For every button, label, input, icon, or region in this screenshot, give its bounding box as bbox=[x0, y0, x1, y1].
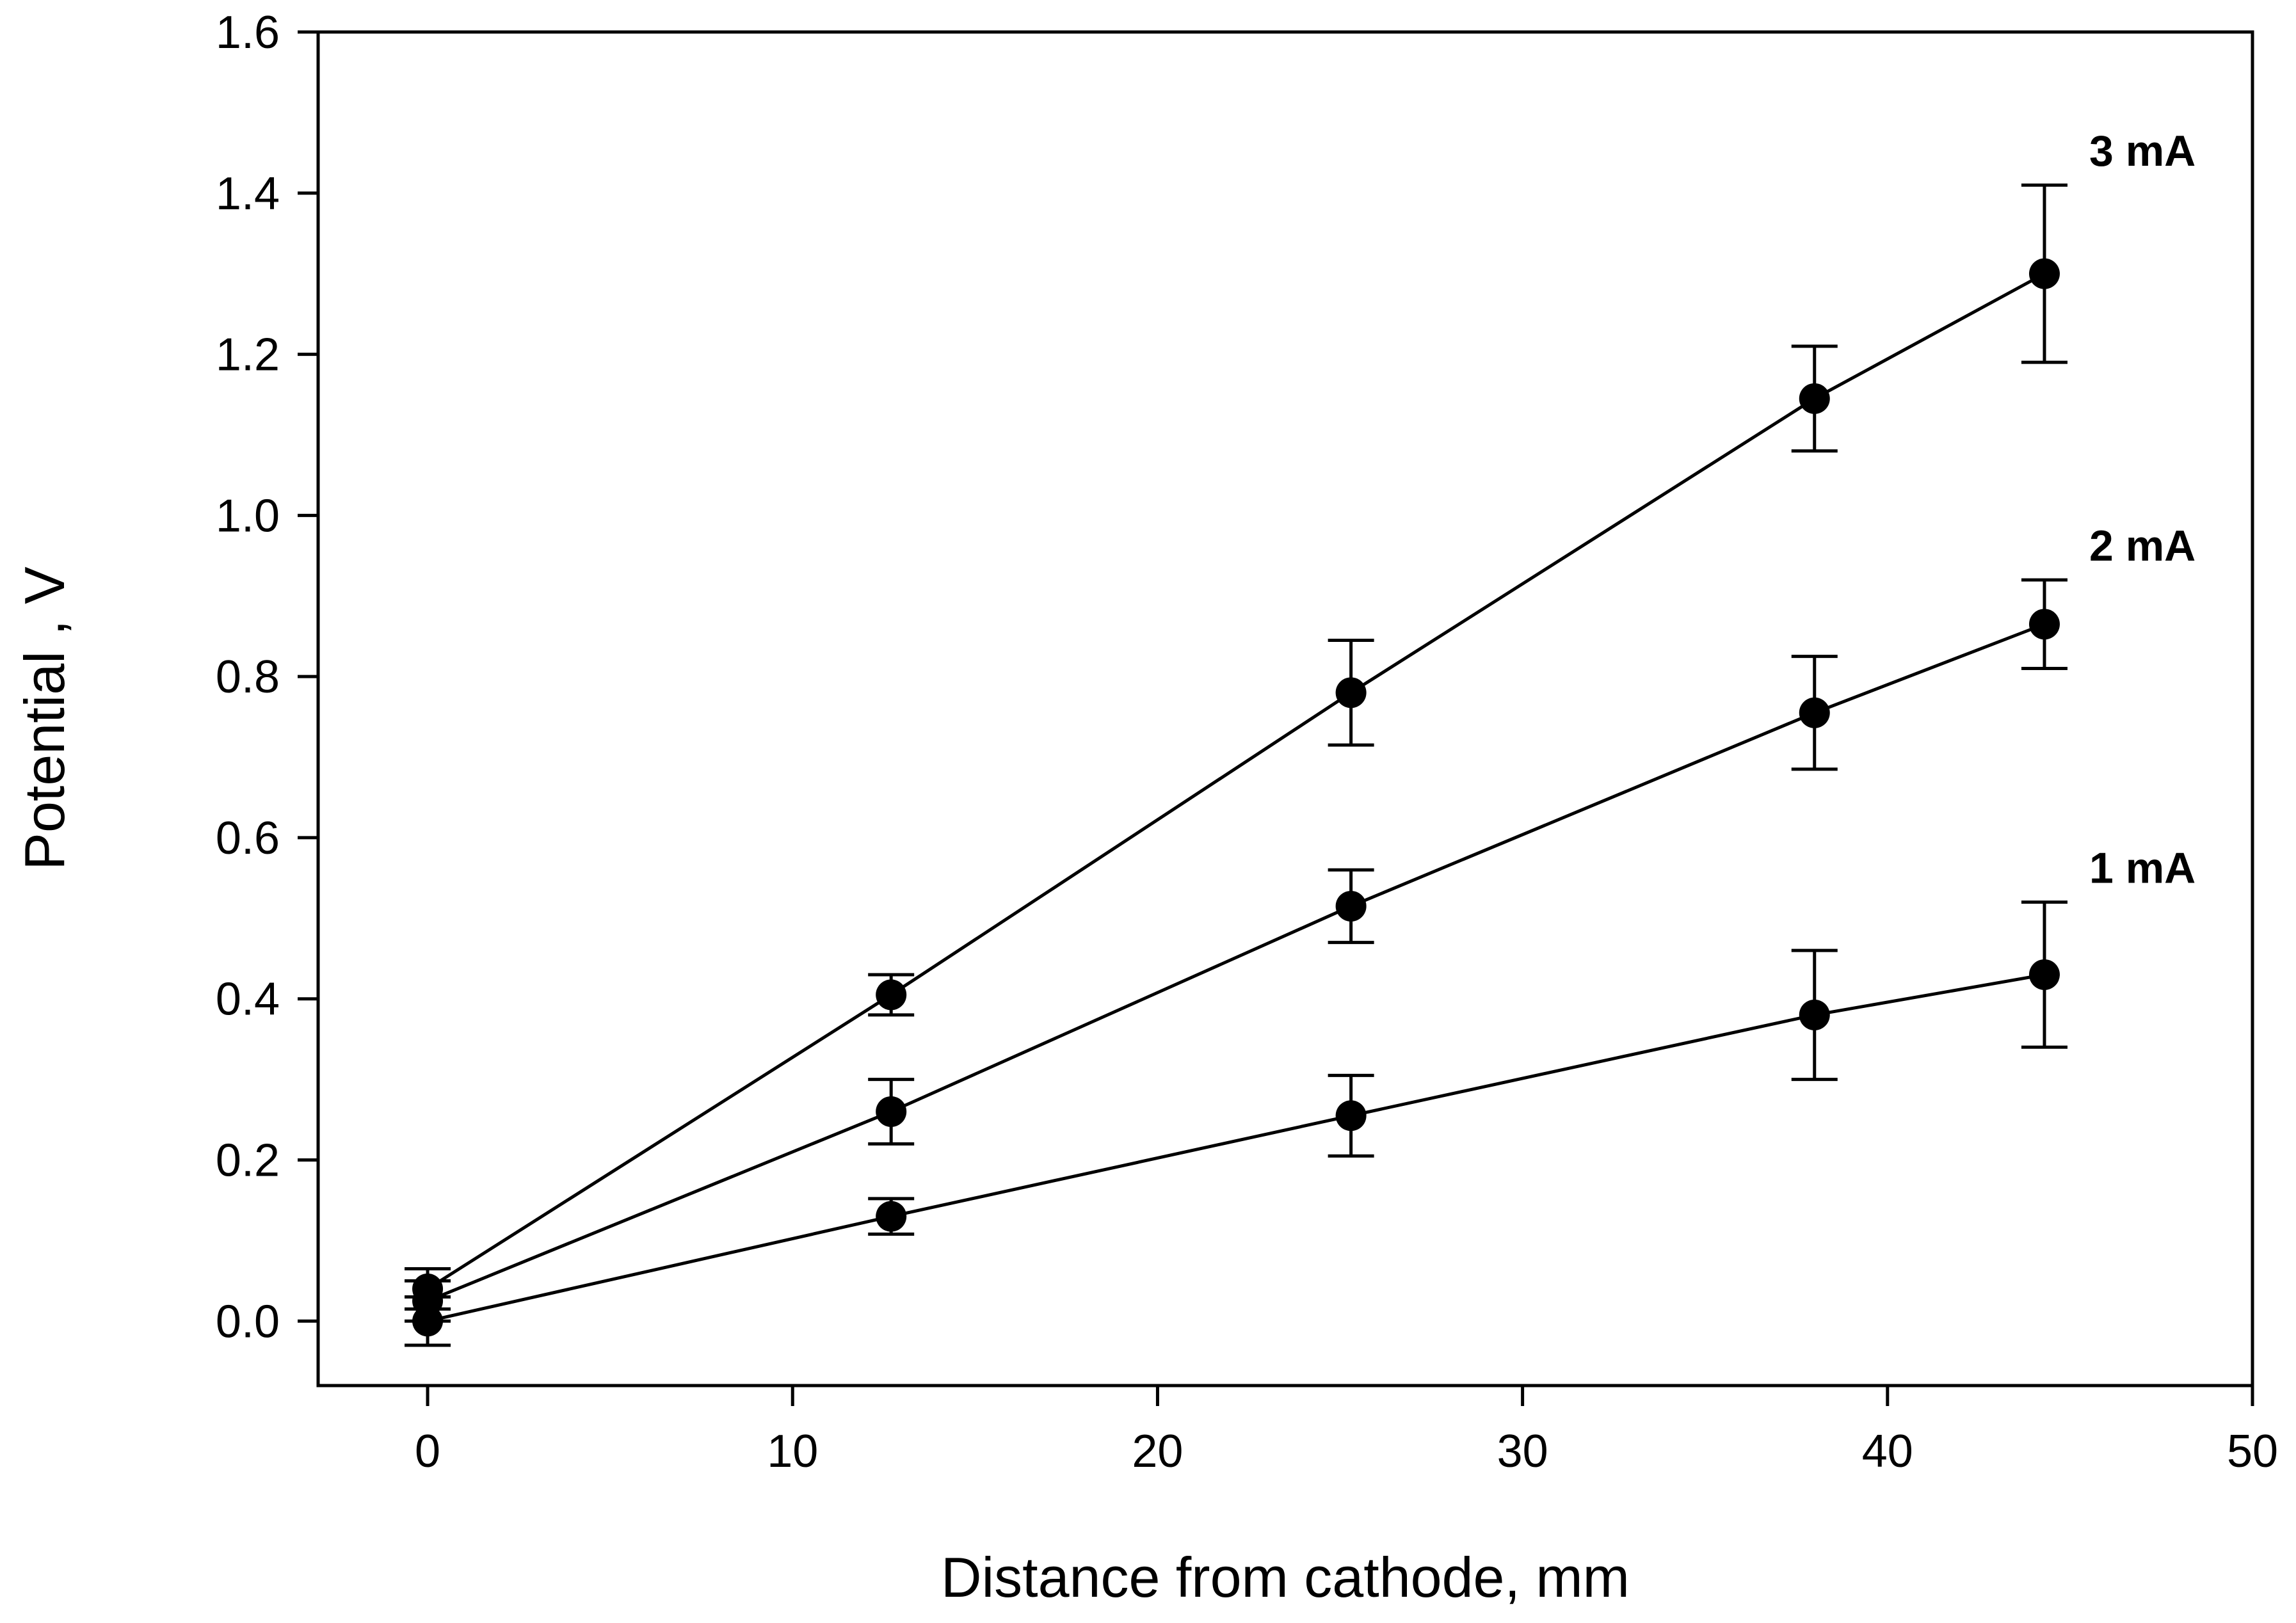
series-label: 1 mA bbox=[2089, 844, 2196, 893]
y-axis-title: Potential , V bbox=[13, 566, 76, 870]
data-point bbox=[412, 1306, 444, 1337]
data-point bbox=[2028, 609, 2060, 640]
data-point bbox=[876, 1096, 907, 1127]
y-tick-label: 0.8 bbox=[216, 652, 280, 703]
data-point bbox=[876, 979, 907, 1011]
series-2-ma: 2 mA bbox=[405, 522, 2196, 1323]
y-tick-label: 0.2 bbox=[216, 1135, 280, 1187]
x-tick-label: 50 bbox=[2227, 1426, 2278, 1477]
series-layer: 3 mA 2 mA 1 mA bbox=[405, 127, 2196, 1347]
series-line bbox=[426, 272, 2046, 1291]
series-line bbox=[427, 973, 2045, 1323]
y-tick-label: 0.6 bbox=[216, 813, 280, 864]
x-axis-title: Distance from cathode, mm bbox=[941, 1546, 1630, 1609]
data-point bbox=[1335, 890, 1367, 922]
x-tick-label: 30 bbox=[1497, 1426, 1548, 1477]
y-axis-ticks: 0.0 0.2 0.4 0.6 0.8 1.0 1.2 1.4 1.6 bbox=[216, 7, 318, 1347]
series-3-ma: 3 mA bbox=[405, 127, 2196, 1311]
series-line bbox=[427, 622, 2045, 1303]
data-point bbox=[1799, 383, 1830, 414]
series-label: 2 mA bbox=[2089, 522, 2196, 570]
y-tick-label: 0.0 bbox=[216, 1296, 280, 1347]
x-tick-label: 10 bbox=[767, 1426, 818, 1477]
data-point bbox=[2028, 258, 2060, 289]
data-point bbox=[1799, 999, 1830, 1030]
data-point bbox=[1335, 1100, 1367, 1131]
data-point bbox=[1335, 677, 1367, 708]
data-point bbox=[2028, 959, 2060, 990]
x-tick-label: 0 bbox=[415, 1426, 440, 1477]
x-tick-label: 40 bbox=[1862, 1426, 1913, 1477]
series-1-ma: 1 mA bbox=[405, 844, 2196, 1347]
y-tick-label: 1.6 bbox=[216, 7, 280, 58]
y-tick-label: 1.2 bbox=[216, 330, 280, 381]
data-point bbox=[1799, 697, 1830, 728]
series-label: 3 mA bbox=[2089, 127, 2196, 175]
plot-frame bbox=[316, 30, 2254, 1387]
y-tick-label: 1.4 bbox=[216, 168, 280, 220]
x-tick-label: 20 bbox=[1132, 1426, 1183, 1477]
y-tick-label: 0.4 bbox=[216, 974, 280, 1025]
y-tick-label: 1.0 bbox=[216, 490, 280, 541]
data-point bbox=[876, 1201, 907, 1232]
x-axis-ticks: 0 10 20 30 40 50 bbox=[415, 1386, 2278, 1477]
